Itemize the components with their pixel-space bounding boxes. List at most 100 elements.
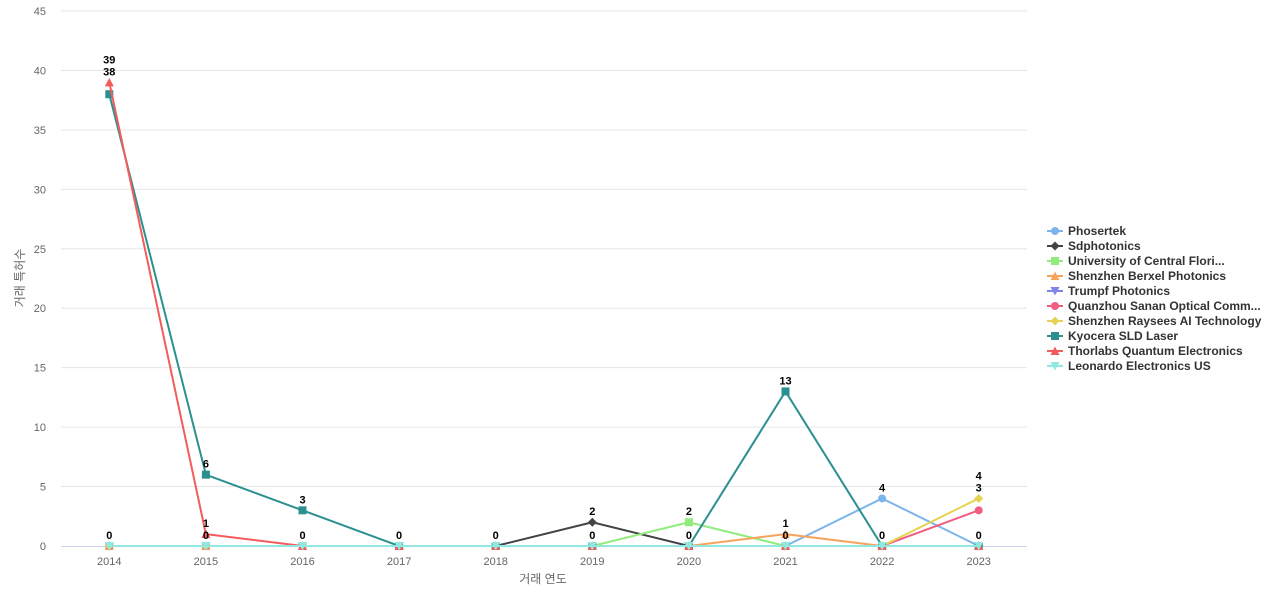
legend-marker <box>1051 332 1059 340</box>
x-tick-label: 2014 <box>97 556 121 568</box>
legend-label: Phosertek <box>1068 224 1126 238</box>
y-tick-label: 40 <box>34 65 46 77</box>
series-line <box>109 533 979 547</box>
data-label: 4 <box>976 470 983 482</box>
data-point <box>781 387 790 396</box>
x-tick-label: 2017 <box>387 556 411 568</box>
data-point <box>587 542 597 551</box>
data-point <box>105 90 114 99</box>
x-axis-tick-labels: 2014 2015 2016 2017 2018 2019 2020 2021 2022 2023 <box>97 556 991 568</box>
legend-item[interactable]: Quanzhou Sanan Optical Comm... <box>1047 299 1261 313</box>
data-point <box>298 542 307 551</box>
data-label: 0 <box>493 530 499 542</box>
x-tick-label: 2019 <box>580 556 604 568</box>
data-point <box>974 506 983 515</box>
data-label: 0 <box>106 530 112 542</box>
y-tick-label: 30 <box>34 184 46 196</box>
legend-label: Shenzhen Berxel Photonics <box>1068 269 1226 283</box>
data-label: 0 <box>589 530 595 542</box>
y-tick-label: 0 <box>40 541 46 553</box>
data-point <box>877 542 887 551</box>
legend-item[interactable]: Leonardo Electronics US <box>1047 359 1211 373</box>
legend-label: Kyocera SLD Laser <box>1068 329 1178 343</box>
data-point <box>394 542 404 551</box>
series-line <box>108 82 979 547</box>
data-point <box>684 542 694 551</box>
data-label: 0 <box>203 530 209 542</box>
x-tick-label: 2023 <box>966 556 990 568</box>
legend-item[interactable]: Phosertek <box>1047 224 1126 238</box>
data-label: 2 <box>686 506 692 518</box>
legend-label: Shenzhen Raysees AI Technology <box>1068 314 1262 328</box>
legend-label: Quanzhou Sanan Optical Comm... <box>1068 299 1261 313</box>
data-point <box>201 470 210 479</box>
y-tick-label: 25 <box>34 244 46 256</box>
x-axis-title: 거래 연도 <box>519 572 567 586</box>
data-point <box>104 77 114 87</box>
y-tick-label: 45 <box>34 6 46 18</box>
x-tick-label: 2015 <box>194 556 218 568</box>
x-tick-label: 2016 <box>290 556 314 568</box>
data-label: 3 <box>299 494 305 506</box>
legend-label: Thorlabs Quantum Electronics <box>1068 344 1243 358</box>
data-label: 1 <box>203 518 209 530</box>
legend-label: Leonardo Electronics US <box>1068 359 1211 373</box>
grid-lines <box>61 10 1027 488</box>
data-label: 4 <box>879 482 886 494</box>
legend-item[interactable]: Sdphotonics <box>1047 239 1141 253</box>
data-label: 0 <box>299 530 305 542</box>
data-label: 39 <box>103 54 115 66</box>
data-label: 13 <box>779 375 791 387</box>
series-8 <box>104 77 984 550</box>
legend-label: University of Central Flori... <box>1068 254 1225 268</box>
legend-marker <box>1050 346 1060 355</box>
data-point <box>201 542 211 551</box>
y-axis-tick-labels: 0 5 10 15 20 25 30 35 40 45 <box>34 6 46 553</box>
data-point <box>781 542 790 551</box>
data-label: 0 <box>879 530 885 542</box>
data-point <box>201 529 211 539</box>
legend-marker <box>1050 287 1060 296</box>
legend-item[interactable]: Thorlabs Quantum Electronics <box>1047 344 1243 358</box>
legend-item[interactable]: Trumpf Photonics <box>1047 284 1170 298</box>
data-point <box>974 493 984 503</box>
data-label: 6 <box>203 459 209 471</box>
data-point <box>974 542 984 551</box>
data-point <box>781 529 790 539</box>
y-tick-label: 20 <box>34 303 46 315</box>
x-tick-label: 2018 <box>483 556 507 568</box>
legend-item[interactable]: Shenzhen Berxel Photonics <box>1047 269 1226 283</box>
legend-item[interactable]: Kyocera SLD Laser <box>1047 329 1178 343</box>
legend-marker <box>1051 227 1059 235</box>
legend-item[interactable]: Shenzhen Raysees AI Technology <box>1047 314 1262 328</box>
data-label: 0 <box>782 530 788 542</box>
data-label: 0 <box>396 530 402 542</box>
data-label: 2 <box>589 506 595 518</box>
series-7 <box>105 90 983 550</box>
legend-marker <box>1050 362 1060 371</box>
y-axis-title: 거래 특허수 <box>13 249 27 308</box>
data-label: 0 <box>976 530 982 542</box>
data-label: 3 <box>976 482 982 494</box>
legend-marker <box>1051 302 1059 310</box>
y-tick-label: 35 <box>34 125 46 137</box>
series-9 <box>104 542 984 551</box>
data-point <box>684 518 693 527</box>
y-tick-label: 15 <box>34 363 46 375</box>
data-point <box>298 506 307 515</box>
data-point <box>878 494 887 503</box>
legend-label: Sdphotonics <box>1068 239 1141 253</box>
x-tick-label: 2020 <box>677 556 701 568</box>
legend-label: Trumpf Photonics <box>1068 284 1170 298</box>
x-tick-label: 2022 <box>870 556 894 568</box>
legend-marker <box>1050 241 1060 251</box>
data-label: 0 <box>686 530 692 542</box>
data-label: 1 <box>782 518 788 530</box>
y-tick-label: 10 <box>34 422 46 434</box>
data-point <box>491 542 501 551</box>
legend-item[interactable]: University of Central Flori... <box>1047 254 1225 268</box>
data-point <box>104 542 114 551</box>
data-point <box>587 517 597 527</box>
